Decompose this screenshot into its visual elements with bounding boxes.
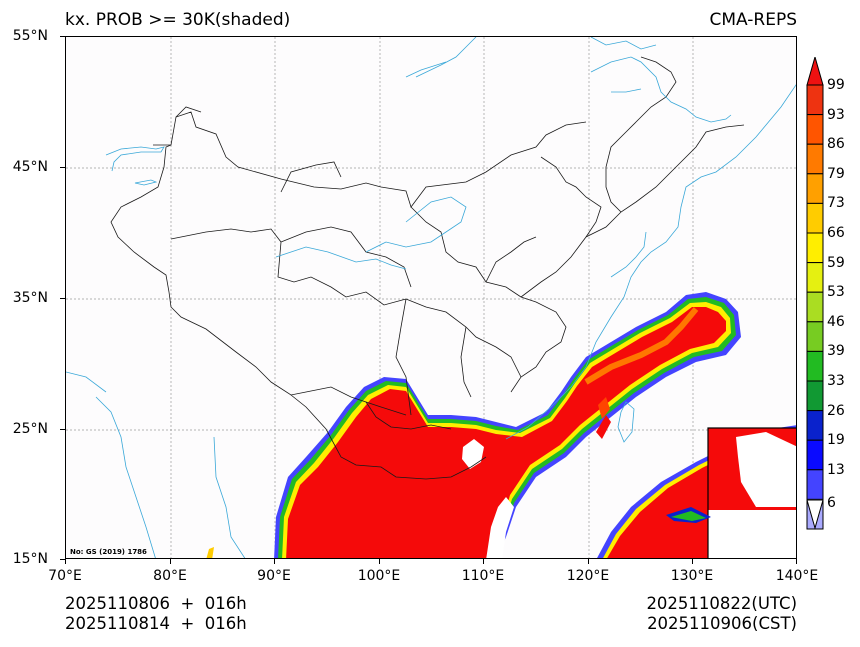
lon-tick [588, 559, 589, 564]
colorbar-label: 86 [827, 136, 845, 153]
init-time-block: 2025110806 + 016h 2025110814 + 016h [65, 594, 247, 634]
valid-time-utc: 2025110822(UTC) [646, 594, 797, 613]
colorbar-label: 59 [827, 254, 845, 271]
lat-tick [60, 559, 65, 560]
lon-label-80: 80°E [153, 568, 187, 584]
lat-label-25: 25°N [12, 421, 48, 437]
colorbar-label: 26 [827, 402, 845, 419]
colorbar-label: 99 [827, 77, 845, 93]
colorbar-label: 79 [827, 165, 845, 182]
lon-tick [379, 559, 380, 564]
lat-tick [60, 298, 65, 299]
admin-borders [110, 56, 745, 480]
colorbar-graphic [806, 57, 824, 530]
lat-label-15: 15°N [12, 551, 48, 567]
valid-time-block: 2025110822(UTC) 2025110906(CST) [646, 594, 797, 634]
probability-shading [206, 292, 796, 558]
lon-tick [274, 559, 275, 564]
lon-tick [170, 559, 171, 564]
lon-label-140: 140°E [775, 568, 819, 584]
lon-label-130: 130°E [670, 568, 714, 584]
lon-tick [483, 559, 484, 564]
lat-tick [60, 36, 65, 37]
colorbar-under-triangle [806, 500, 824, 530]
colorbar [806, 57, 824, 530]
lat-tick [60, 167, 65, 168]
colorbar-label: 93 [827, 106, 845, 123]
lat-label-45: 45°N [12, 159, 48, 175]
lon-tick [692, 559, 693, 564]
init-time-utc: 2025110806 + 016h [65, 594, 247, 613]
map-canvas [66, 37, 796, 558]
init-time-cst: 2025110814 + 016h [65, 614, 247, 633]
lon-label-70: 70°E [48, 568, 82, 584]
valid-time-cst: 2025110906(CST) [647, 614, 797, 633]
map-plot-area: No: GS (2019) 1786 [65, 36, 797, 559]
lat-label-55: 55°N [12, 28, 48, 44]
colorbar-label: 73 [827, 195, 845, 212]
lat-label-35: 35°N [12, 290, 48, 306]
colorbar-label: 46 [827, 313, 845, 330]
lon-tick [796, 559, 797, 564]
colorbar-label: 6 [827, 495, 836, 511]
lat-tick [60, 429, 65, 430]
colorbar-label: 66 [827, 225, 845, 241]
lon-label-110: 110°E [461, 568, 505, 584]
chart-title: kx. PROB >= 30K(shaded) [65, 10, 291, 30]
lon-label-100: 100°E [357, 568, 401, 584]
colorbar-label: 13 [827, 461, 845, 478]
colorbar-label: 19 [827, 432, 845, 449]
colorbar-label: 53 [827, 284, 845, 301]
lon-label-120: 120°E [566, 568, 610, 584]
model-name: CMA-REPS [709, 10, 797, 30]
coast-and-rivers [66, 37, 796, 558]
lon-label-90: 90°E [257, 568, 291, 584]
colorbar-label: 39 [827, 343, 845, 360]
map-approval-note: No: GS (2019) 1786 [70, 548, 147, 556]
colorbar-label: 33 [827, 373, 845, 389]
lon-tick [65, 559, 66, 564]
